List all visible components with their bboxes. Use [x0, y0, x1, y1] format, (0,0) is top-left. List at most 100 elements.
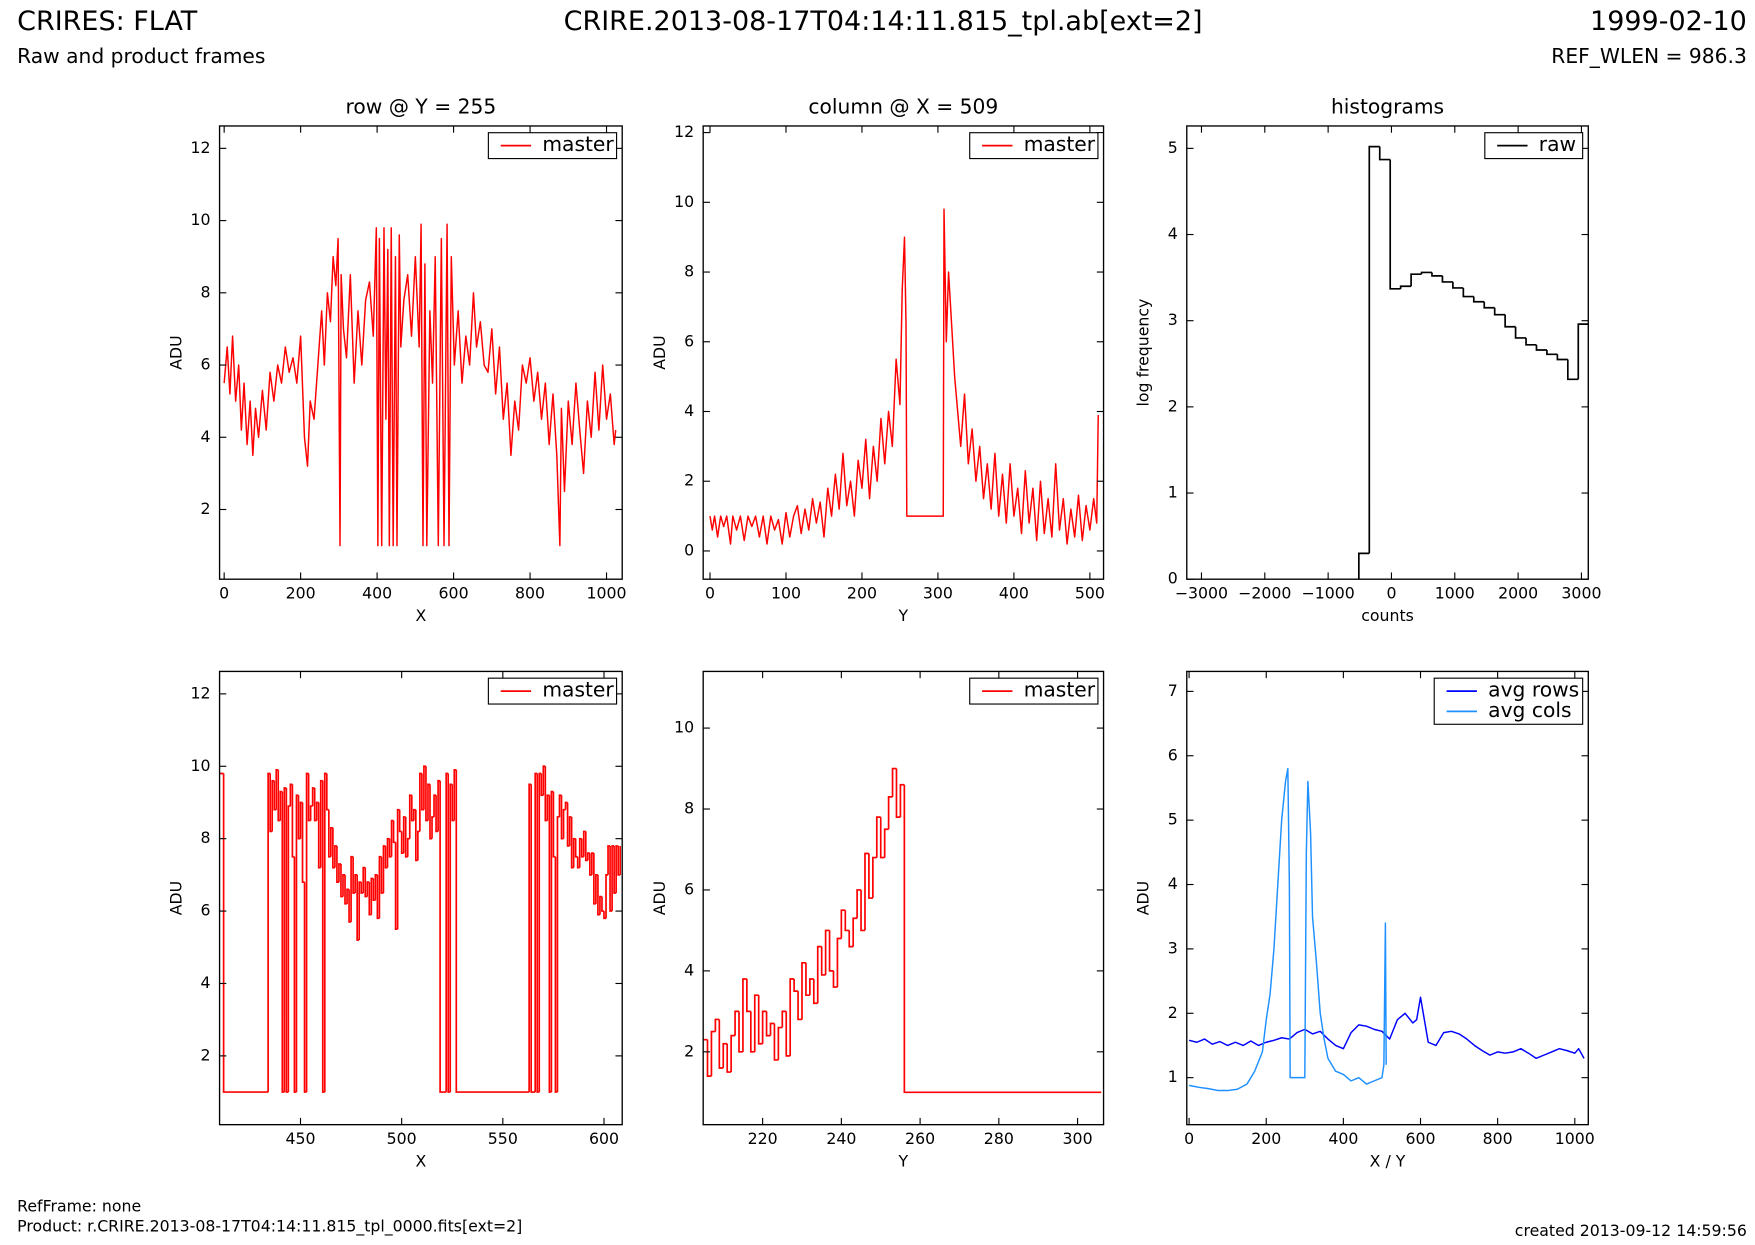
y-tick-label: 4 [1168, 874, 1178, 893]
step [872, 856, 877, 899]
plot-area [709, 208, 1099, 545]
y-tick-label: 8 [201, 828, 211, 847]
y-tick-label: 4 [684, 401, 694, 420]
step [378, 855, 382, 919]
y-tick-label: 6 [1168, 745, 1178, 764]
step [574, 838, 578, 858]
chart-title: histograms [1331, 94, 1444, 118]
step [530, 784, 536, 1093]
plot-area [1188, 767, 1585, 1092]
step [757, 995, 763, 1045]
step [384, 845, 388, 869]
line [1188, 996, 1585, 1060]
x-tick-label: 600 [1405, 1129, 1435, 1148]
y-tick-label: 1 [1168, 483, 1178, 502]
step [840, 909, 846, 939]
x-axis-label: Y [898, 1151, 909, 1170]
step [730, 1034, 736, 1073]
line [709, 208, 1099, 545]
y-tick-label: 6 [201, 355, 211, 374]
step [412, 808, 416, 821]
x-axis-label: X / Y [1370, 1151, 1406, 1170]
panel: 0 100 200 300 400 500 0 2 4 6 8 10 12 column @ X = 50… [650, 94, 1105, 624]
step [358, 881, 362, 941]
hist-step [1441, 275, 1453, 283]
panel: −3000 −2000 −1000 0 1000 2000 3000 0 1 2 3 4 5 histog… [1134, 94, 1602, 624]
step [352, 856, 356, 894]
subtitle: Raw and product frames [17, 44, 265, 68]
y-tick-label: 2 [1168, 396, 1178, 415]
panel: 220 240 260 280 300 2 4 6 8 10 Y ADU master [650, 670, 1105, 1170]
step [566, 802, 570, 847]
y-tick-label: 10 [674, 718, 694, 737]
hist-step [1546, 349, 1558, 356]
step [350, 855, 354, 922]
step [824, 929, 830, 975]
step [722, 1042, 728, 1069]
step [576, 856, 580, 869]
axes-frame [1186, 670, 1589, 1126]
step [437, 779, 441, 832]
step [451, 784, 455, 822]
x-tick-label: 600 [589, 1129, 619, 1148]
step [360, 882, 364, 894]
step [309, 805, 313, 821]
legend: master [969, 132, 1099, 160]
step [332, 827, 335, 869]
step [781, 1010, 787, 1028]
hist-step [1504, 314, 1516, 328]
step [601, 896, 604, 912]
x-axis-label: counts [1361, 606, 1414, 625]
step [582, 830, 586, 857]
y-tick-label: 8 [684, 799, 694, 818]
step [832, 970, 838, 988]
step [319, 779, 323, 868]
step [844, 910, 850, 932]
step [586, 852, 590, 861]
step [307, 773, 311, 822]
plot-area [219, 765, 622, 1093]
step [887, 796, 893, 830]
step [429, 784, 433, 840]
y-tick-label: 6 [684, 879, 694, 898]
step [222, 773, 269, 1093]
x-axis-label: Y [898, 606, 909, 625]
step [812, 978, 818, 1005]
step [301, 802, 305, 883]
x-tick-label: 800 [1483, 1129, 1513, 1148]
step [417, 830, 420, 861]
step [538, 772, 542, 1093]
y-tick-label: 10 [191, 756, 211, 775]
y-axis-label: log frequency [1134, 299, 1153, 407]
x-tick-label: 400 [999, 583, 1029, 602]
step [410, 795, 414, 822]
y-tick-label: 12 [191, 683, 211, 702]
hist-step [1368, 145, 1380, 554]
x-tick-label: −1000 [1302, 583, 1355, 602]
x-tick-label: 450 [285, 1129, 315, 1148]
step [773, 1023, 779, 1061]
x-tick-label: −3000 [1175, 583, 1228, 602]
step [599, 895, 602, 915]
x-tick-label: 800 [515, 583, 545, 602]
step [392, 820, 396, 844]
step [376, 874, 380, 920]
y-axis-label: ADU [650, 881, 669, 915]
ref-wlen: REF_WLEN = 986.3 [1551, 44, 1747, 68]
axes-frame [218, 670, 623, 1126]
x-tick-label: 400 [362, 583, 392, 602]
y-tick-label: 4 [1168, 224, 1178, 243]
hist-step [1472, 296, 1485, 303]
step [868, 853, 873, 899]
y-axis-label: ADU [166, 335, 185, 369]
step [431, 816, 435, 839]
step [816, 945, 822, 1004]
plot-area [1358, 145, 1589, 580]
step [380, 856, 384, 894]
y-tick-label: 7 [1168, 681, 1178, 700]
y-axis-label: ADU [1134, 881, 1153, 915]
step [396, 808, 400, 930]
step [449, 783, 453, 1093]
step [366, 881, 370, 897]
